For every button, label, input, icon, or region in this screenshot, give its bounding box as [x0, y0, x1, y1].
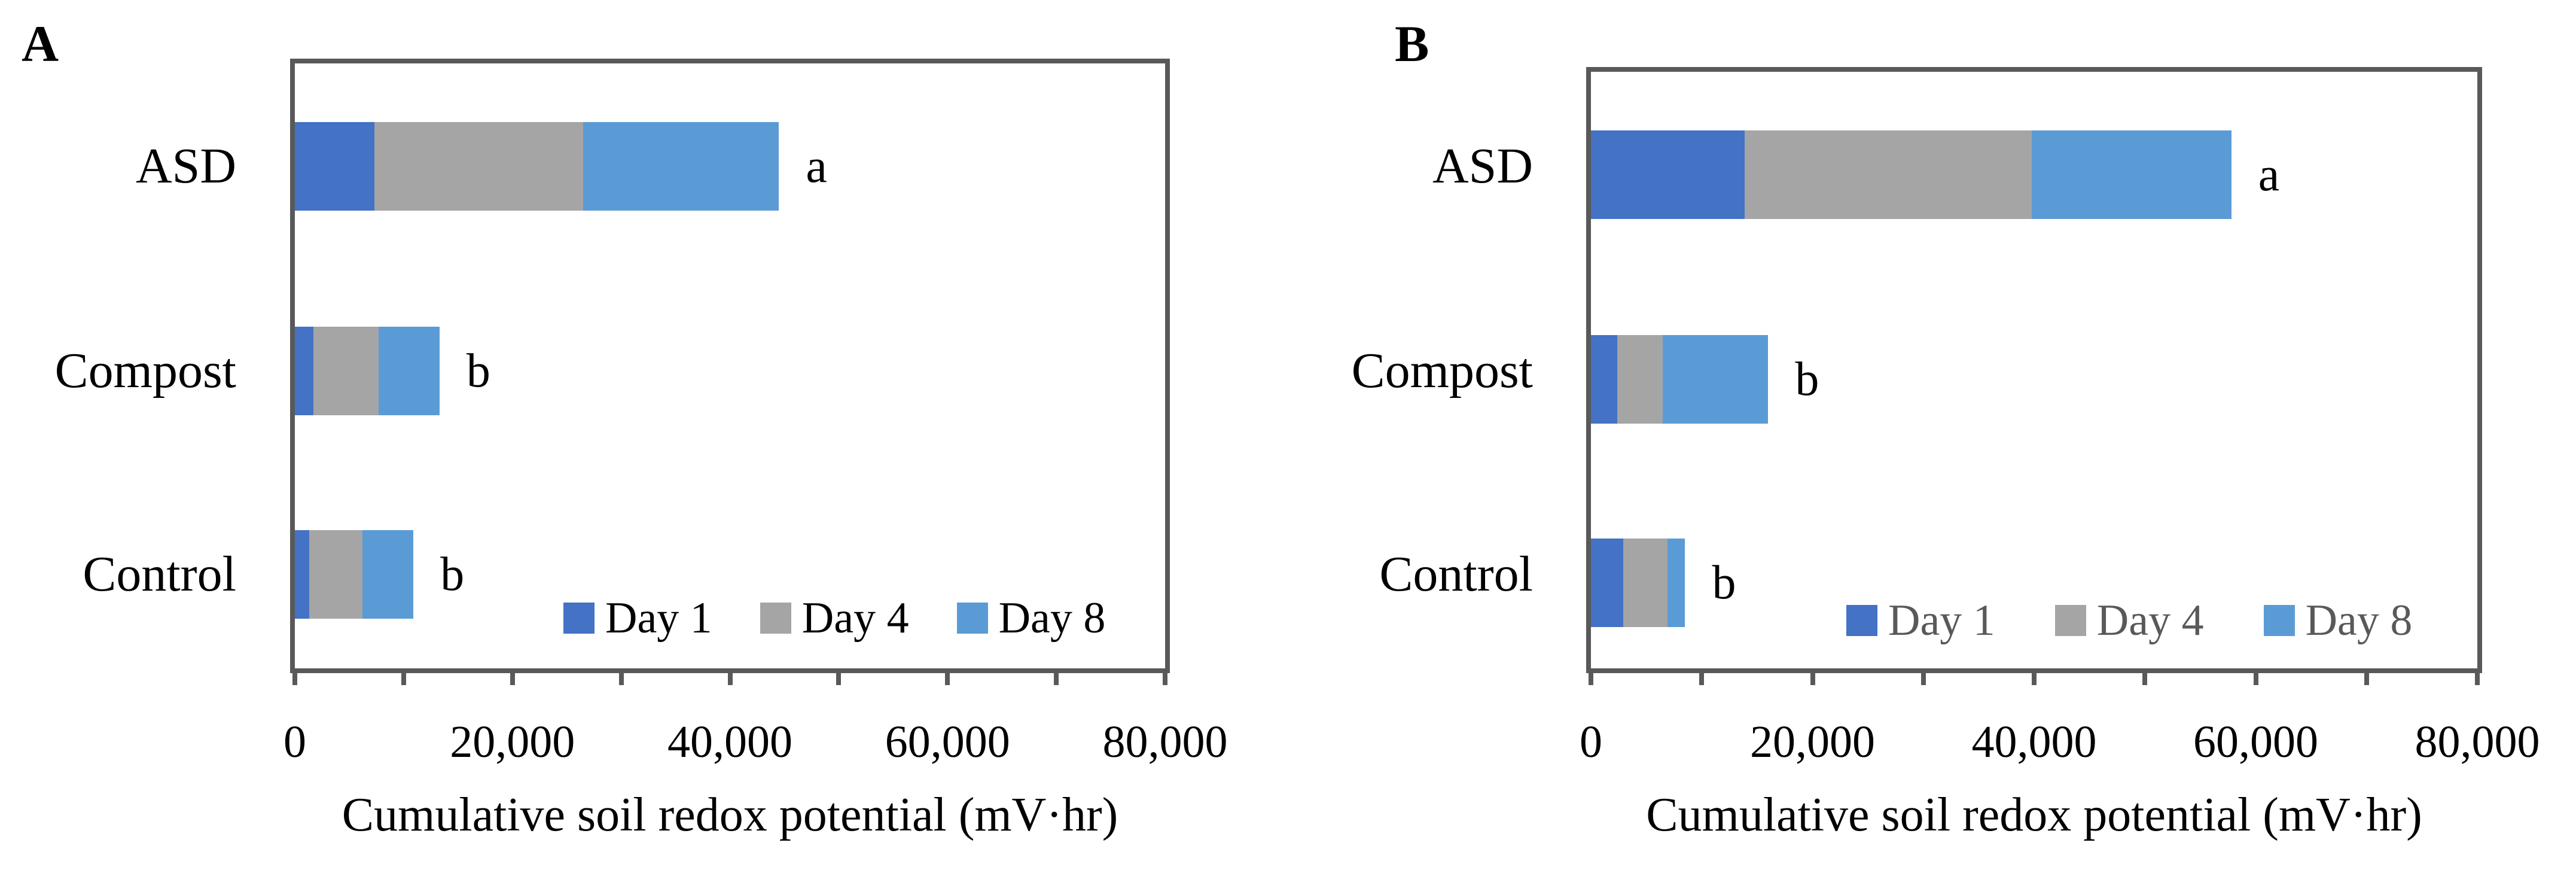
legend-swatch-day-1 — [1846, 605, 1877, 636]
bar-asd — [295, 122, 779, 211]
x-axis-tick-label-0: 0 — [1580, 717, 1602, 767]
bar-control-day-4-segment — [309, 530, 362, 619]
x-axis-tick-40000 — [2032, 673, 2037, 685]
bar-asd-day-4-segment — [374, 122, 583, 211]
legend-swatch-day-4 — [760, 603, 791, 634]
x-axis-tick-label-80-000: 80,000 — [2415, 717, 2540, 767]
legend-label-day-8: Day 8 — [998, 594, 1106, 643]
x-axis-tick-label-60-000: 60,000 — [885, 717, 1010, 767]
bar-compost-day-4-segment — [313, 327, 379, 415]
legend-label-day-1: Day 1 — [1888, 596, 1995, 645]
bar-compost-day-1-segment — [295, 327, 313, 415]
x-axis-tick-80000 — [2475, 673, 2480, 685]
category-label-compost: Compost — [54, 343, 236, 399]
bar-compost-day-8-segment — [379, 327, 440, 415]
bar-control-day-8-segment — [362, 530, 414, 619]
legend-item-day-1: Day 1 — [1846, 598, 1995, 643]
bar-control-day-8-segment — [1667, 539, 1685, 627]
bar-asd-day-1-segment — [295, 122, 374, 211]
x-axis-tick-80000 — [1163, 673, 1167, 685]
bar-control — [1591, 539, 1685, 627]
panel-a: A Cumulative soil redox potential (mV·hr… — [0, 0, 1286, 870]
x-axis-tick-0 — [1589, 673, 1593, 685]
category-label-compost: Compost — [1351, 343, 1533, 399]
bar-compost-day-4-segment — [1617, 335, 1663, 424]
legend-label-day-8: Day 8 — [2305, 596, 2413, 645]
legend-swatch-day-8 — [2263, 605, 2295, 636]
x-axis-tick-30000 — [618, 673, 624, 685]
bar-asd-day-1-segment — [1591, 130, 1745, 219]
x-axis-tick-label-20-000: 20,000 — [450, 717, 575, 767]
bar-control-day-1-segment — [295, 530, 309, 619]
x-axis-tick-label-40-000: 40,000 — [1971, 717, 2097, 767]
x-axis-tick-10000 — [1699, 673, 1705, 685]
legend-item-day-8: Day 8 — [2263, 596, 2413, 645]
bar-asd-day-8-segment — [2032, 130, 2231, 219]
x-axis-tick-70000 — [1054, 673, 1059, 685]
x-axis-tick-20000 — [510, 673, 515, 685]
plot-area-b: Cumulative soil redox potential (mV·hr) … — [1580, 67, 2540, 839]
significance-letter-compost: b — [466, 345, 490, 397]
significance-letter-control: b — [1712, 556, 1736, 609]
x-axis-title-a: Cumulative soil redox potential (mV·hr) — [342, 789, 1118, 841]
x-axis-tick-50000 — [2142, 673, 2148, 685]
legend-label-day-4: Day 4 — [2096, 596, 2204, 645]
x-axis-tick-label-80-000: 80,000 — [1102, 717, 1228, 767]
x-axis-title-b: Cumulative soil redox potential (mV·hr) — [1646, 789, 2422, 841]
bar-compost — [295, 327, 440, 415]
legend-panel-a: Day 1 Day 4 Day 8 — [563, 596, 1105, 640]
category-label-asd: ASD — [1432, 138, 1533, 194]
x-axis-tick-label-60-000: 60,000 — [2193, 717, 2318, 767]
legend-item-day-1: Day 1 — [563, 596, 712, 640]
x-axis-tick-60000 — [945, 673, 950, 685]
bar-control-day-1-segment — [1591, 539, 1623, 627]
category-label-asd: ASD — [135, 138, 236, 194]
x-axis-tick-label-20-000: 20,000 — [1750, 717, 1875, 767]
bar-asd-day-8-segment — [583, 122, 779, 211]
bar-compost — [1591, 335, 1769, 424]
x-axis-tick-label-40-000: 40,000 — [667, 717, 792, 767]
bar-asd-day-4-segment — [1745, 130, 2032, 219]
legend-label-day-1: Day 1 — [605, 594, 712, 643]
panel-a-letter: A — [22, 15, 59, 72]
significance-letter-control: b — [440, 548, 465, 601]
legend-panel-b: Day 1 Day 4 Day 8 — [1846, 598, 2412, 643]
legend-swatch-day-4 — [2054, 605, 2086, 636]
legend-swatch-day-8 — [956, 603, 988, 634]
legend-item-day-4: Day 4 — [760, 596, 909, 640]
legend-item-day-4: Day 4 — [2054, 596, 2204, 645]
x-axis-tick-30000 — [1920, 673, 1926, 685]
legend-swatch-day-1 — [563, 603, 595, 634]
x-axis-tick-50000 — [836, 673, 842, 685]
bar-control-day-4-segment — [1623, 539, 1667, 627]
significance-letter-asd: a — [2258, 148, 2280, 201]
bar-compost-day-8-segment — [1663, 335, 1769, 424]
bar-compost-day-1-segment — [1591, 335, 1618, 424]
panel-b: B Cumulative soil redox potential (mV·hr… — [1286, 0, 2576, 870]
x-axis-tick-40000 — [727, 673, 733, 685]
significance-letter-asd: a — [806, 140, 827, 193]
legend-item-day-8: Day 8 — [956, 594, 1106, 643]
category-label-control: Control — [83, 546, 236, 602]
panel-b-letter: B — [1395, 15, 1429, 72]
category-label-control: Control — [1379, 546, 1533, 602]
bar-asd — [1591, 130, 2231, 219]
x-axis-tick-10000 — [401, 673, 406, 685]
x-axis-tick-label-0: 0 — [283, 717, 306, 767]
x-axis-tick-0 — [292, 673, 297, 685]
x-axis-tick-60000 — [2253, 673, 2258, 685]
x-axis-tick-70000 — [2364, 673, 2369, 685]
bar-control — [295, 530, 414, 619]
legend-label-day-4: Day 4 — [801, 594, 909, 643]
significance-letter-compost: b — [1795, 353, 1819, 406]
plot-area-a: Cumulative soil redox potential (mV·hr) … — [283, 59, 1228, 839]
x-axis-tick-20000 — [1810, 673, 1815, 685]
